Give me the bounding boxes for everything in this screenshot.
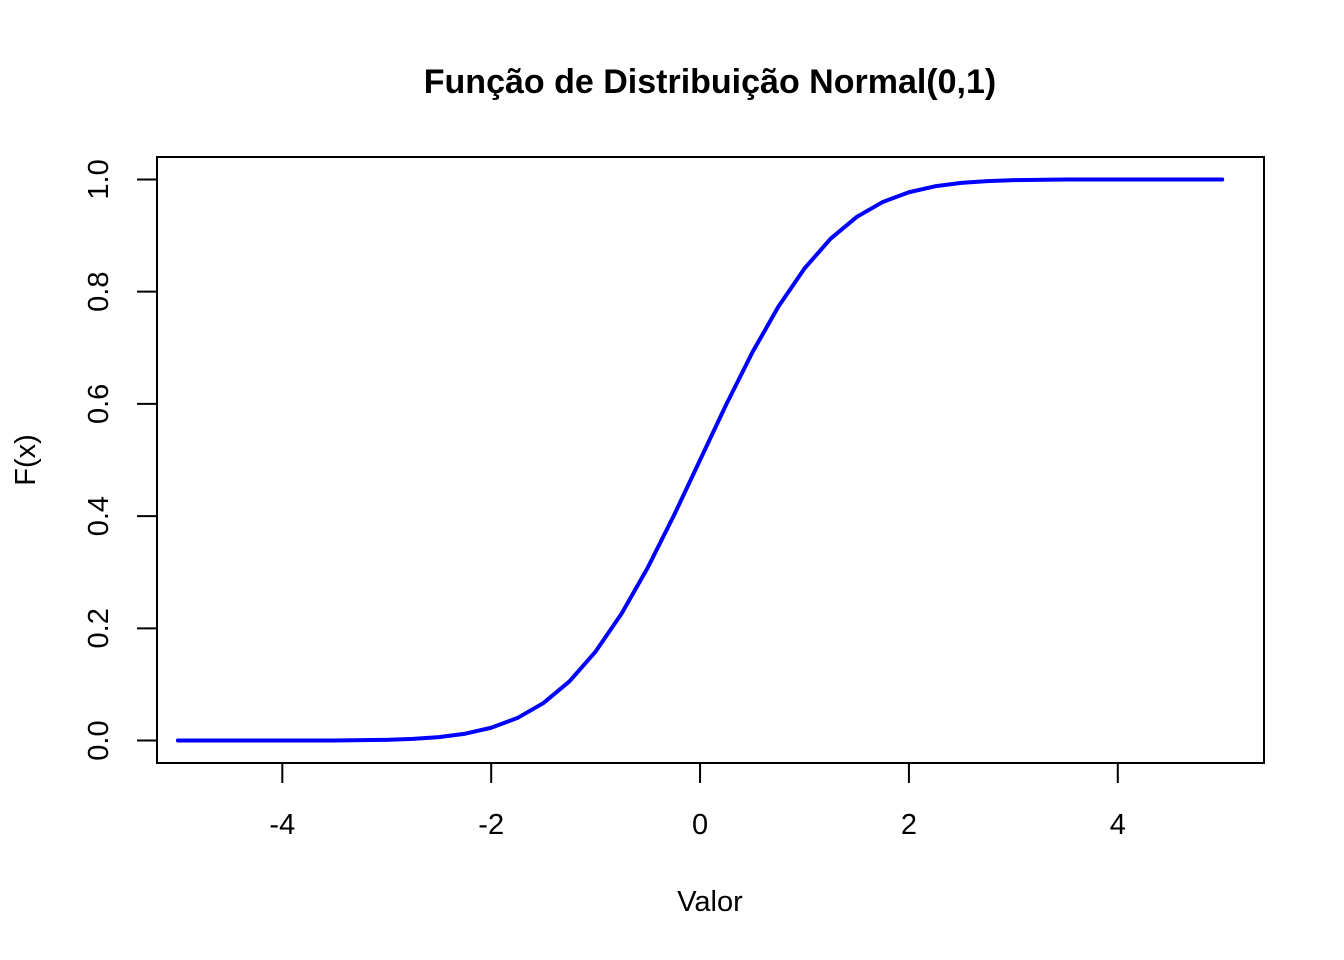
y-tick-label: 0.8 [83,272,115,312]
y-tick-label: 1.0 [83,159,115,199]
y-tick-label: 0.6 [83,384,115,424]
y-tick-label: 0.2 [83,608,115,648]
y-axis-label: F(x) [10,434,42,486]
series-line [175,177,1225,743]
y-tick-label: 0.4 [83,496,115,536]
x-axis-label: Valor [677,886,743,918]
y-axis: 0.0 0.2 0.4 0.6 0.8 1.0 [83,159,158,761]
series-group [175,177,1225,743]
x-tick-label: 0 [692,809,708,841]
chart-title: Função de Distribuição Normal(0,1) [424,63,996,101]
plot-area-border [156,156,1265,764]
x-axis: -4 -2 0 2 4 [269,762,1126,841]
y-tick-label: 0.0 [83,720,115,760]
x-tick-label: -4 [269,809,295,841]
x-tick-label: 4 [1110,809,1126,841]
x-tick-label: 2 [901,809,917,841]
x-tick-label: -2 [478,809,504,841]
